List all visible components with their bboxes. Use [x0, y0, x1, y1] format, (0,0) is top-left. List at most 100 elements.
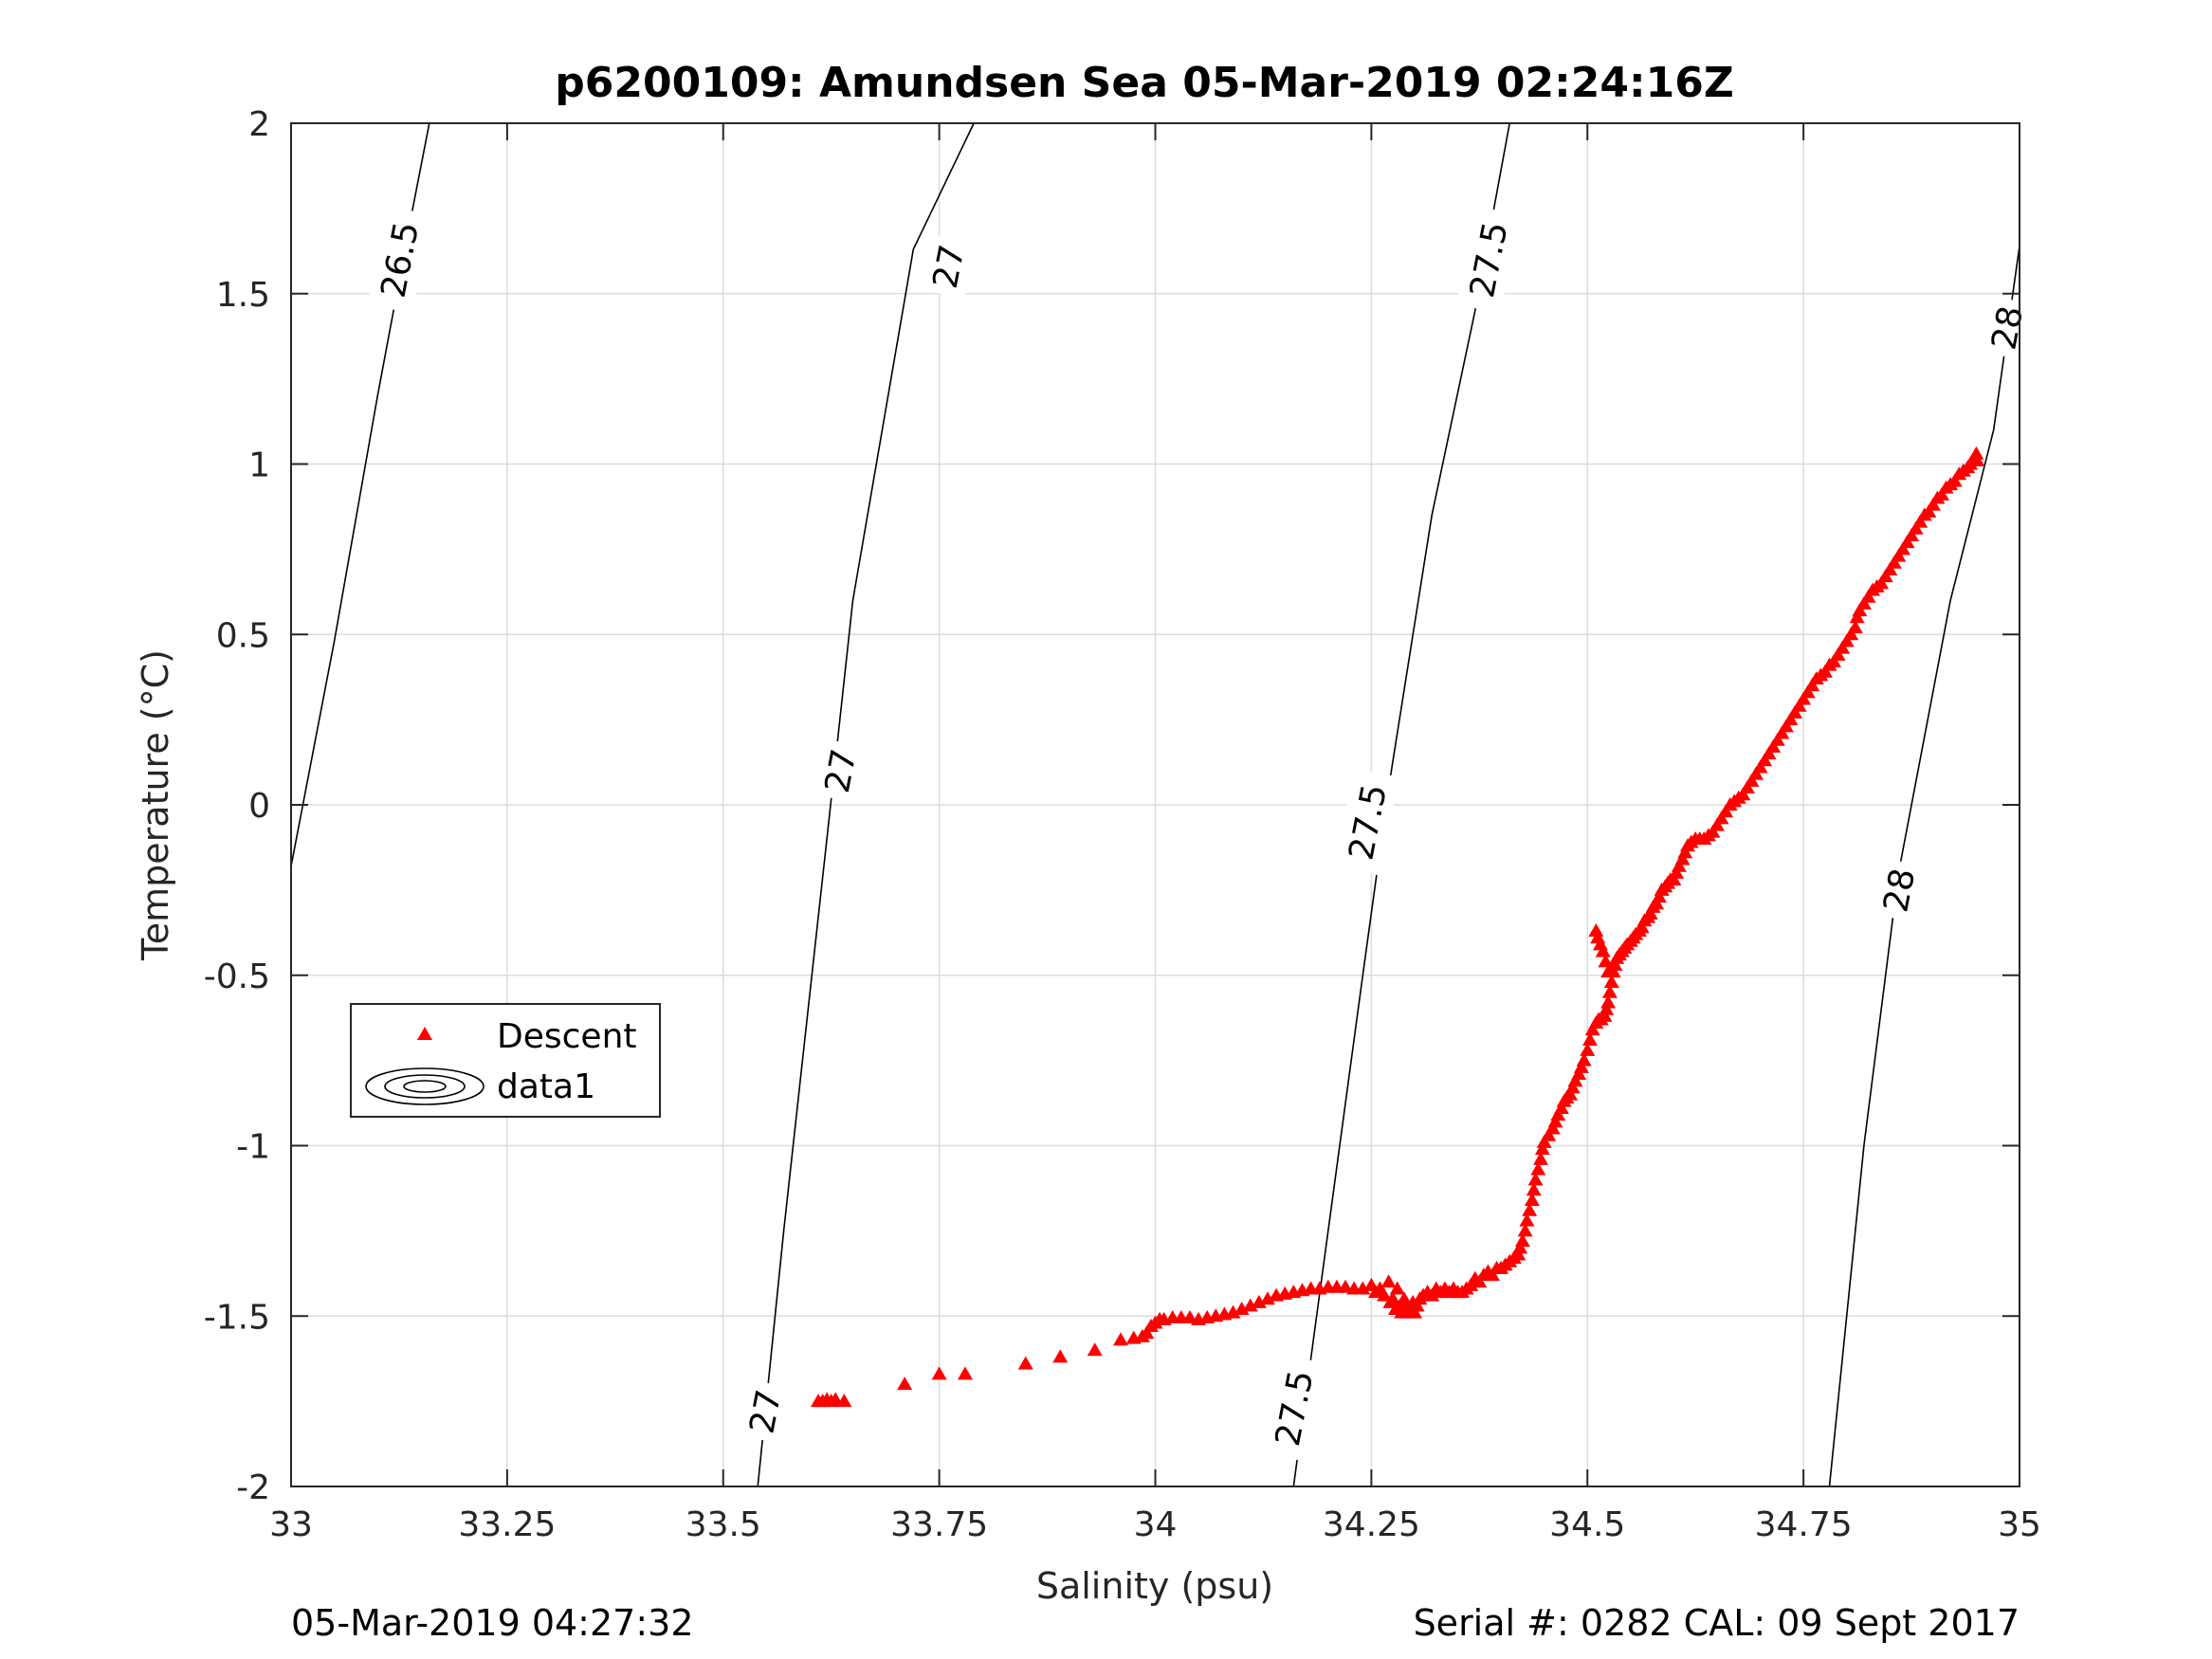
descent-marker — [1912, 514, 1929, 528]
legend-data1-label: data1 — [497, 1067, 595, 1106]
contour-label-bg — [1335, 768, 1399, 876]
x-tick-label: 34.75 — [1755, 1505, 1853, 1544]
descent-marker — [1752, 759, 1768, 774]
descent-marker — [1830, 647, 1846, 661]
descent-marker — [1397, 1291, 1413, 1305]
descent-marker — [1843, 627, 1859, 641]
contour-label: 27 — [818, 746, 865, 796]
descent-marker — [1524, 1193, 1540, 1207]
contour-label-group: 27 — [920, 233, 976, 300]
descent-marker — [1181, 1310, 1197, 1324]
descent-marker — [1242, 1298, 1258, 1312]
legend: Descent data1 — [350, 1003, 661, 1118]
descent-marker — [1761, 746, 1777, 760]
legend-box — [350, 1003, 661, 1118]
descent-marker — [897, 1376, 913, 1391]
contour-label-group: 26.5 — [367, 206, 431, 314]
descent-marker — [1087, 1342, 1103, 1357]
x-tick-label: 33.75 — [890, 1505, 988, 1544]
footer-right-serial: Serial #: 0282 CAL: 09 Sept 2017 — [1414, 1602, 2020, 1644]
descent-marker — [1860, 589, 1876, 603]
descent-marker — [1886, 555, 1902, 569]
x-tick-label: 34 — [1134, 1505, 1178, 1544]
x-axis-label: Salinity (psu) — [1036, 1565, 1273, 1607]
descent-marker — [1463, 1277, 1479, 1291]
x-tick-label: 35 — [1998, 1505, 2041, 1544]
descent-marker — [1553, 1100, 1569, 1114]
descent-marker — [1933, 486, 1949, 501]
descent-marker — [1651, 889, 1667, 903]
descent-marker — [1835, 640, 1851, 654]
descent-marker — [1380, 1274, 1397, 1288]
descent-marker — [1563, 1086, 1579, 1101]
descent-marker — [1747, 766, 1764, 780]
descent-marker — [1744, 773, 1760, 787]
descent-marker — [1564, 1080, 1581, 1094]
descent-marker — [1588, 923, 1604, 938]
descent-marker — [1677, 845, 1693, 859]
contour-label-bg — [1455, 206, 1521, 314]
descent-marker — [1908, 520, 1924, 535]
descent-marker — [1765, 738, 1782, 753]
descent-marker — [1904, 527, 1920, 541]
descent-marker — [1769, 732, 1785, 746]
y-tick-label: 0.5 — [216, 616, 270, 655]
descent-marker — [1600, 964, 1617, 978]
descent-marker — [1852, 603, 1868, 617]
x-tick-label: 33 — [269, 1505, 313, 1544]
descent-marker — [1355, 1281, 1371, 1295]
descent-marker — [1718, 804, 1734, 818]
descent-marker — [1601, 984, 1618, 998]
descent-marker — [1600, 994, 1617, 1009]
descent-marker — [1671, 858, 1687, 872]
y-tick-label: -1.5 — [204, 1298, 270, 1337]
descent-marker — [1874, 575, 1890, 590]
descent-marker — [1225, 1304, 1241, 1319]
descent-marker — [1739, 780, 1755, 794]
descent-marker — [1735, 787, 1751, 801]
descent-marker — [1849, 610, 1865, 624]
contour-label-group: 27.5 — [1261, 1354, 1325, 1462]
contour-label: 28 — [1876, 866, 1923, 916]
descent-marker — [1581, 1032, 1598, 1047]
contour-label-group: 27.5 — [1335, 768, 1399, 876]
contour-label-bg — [1871, 857, 1927, 922]
descent-marker — [1534, 1141, 1550, 1156]
contour-label: 27 — [742, 1387, 789, 1437]
contour-label: 27 — [926, 242, 973, 292]
footer-left-timestamp: 05-Mar-2019 04:27:32 — [291, 1602, 694, 1644]
x-tick-label: 34.5 — [1549, 1505, 1625, 1544]
y-tick-label: 1.5 — [216, 276, 270, 315]
descent-marker — [1599, 1001, 1615, 1015]
x-tick-label: 34.25 — [1323, 1505, 1420, 1544]
contour-label-group: 27 — [737, 1378, 793, 1444]
descent-marker — [1826, 654, 1842, 668]
descent-marker — [1527, 1172, 1544, 1186]
descent-marker — [1894, 541, 1910, 556]
descent-marker — [1782, 712, 1799, 726]
descent-marker — [1649, 896, 1665, 910]
descent-marker — [1968, 446, 1984, 460]
descent-marker — [1796, 691, 1812, 705]
descent-marker — [1547, 1114, 1563, 1128]
descent-marker — [1234, 1302, 1250, 1316]
descent-marker — [1510, 1247, 1526, 1261]
descent-marker — [1472, 1274, 1488, 1288]
y-tick-label: 0 — [248, 787, 270, 826]
y-tick-label: -0.5 — [204, 957, 270, 996]
descent-marker — [1791, 698, 1807, 712]
x-tick-label: 33.25 — [458, 1505, 556, 1544]
descent-marker — [1526, 1182, 1542, 1196]
descent-marker — [1576, 1052, 1592, 1066]
descent-marker — [1536, 1134, 1552, 1148]
y-tick-label: -1 — [236, 1128, 270, 1167]
descent-marker — [1804, 678, 1820, 692]
descent-marker — [1530, 1161, 1546, 1176]
descent-marker — [1595, 943, 1611, 957]
descent-marker — [1713, 811, 1729, 825]
contour-label-bg — [737, 1378, 793, 1444]
contour-label-group: 27 — [812, 738, 868, 804]
descent-marker — [957, 1366, 973, 1380]
descent-marker — [1541, 1127, 1557, 1141]
